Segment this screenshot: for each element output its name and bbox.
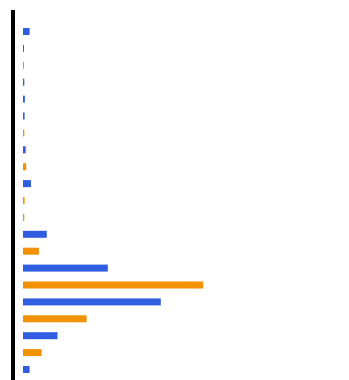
bars-group (23, 28, 204, 373)
bar-series2-row13 (23, 230, 47, 238)
bar-series2-row21 (23, 366, 30, 373)
bar-series2-row8 (23, 146, 26, 154)
bar-series1-row3 (23, 61, 24, 69)
bar-series1-row9 (23, 163, 27, 171)
bar-series1-row14 (23, 247, 39, 255)
bar-series1-row12 (23, 213, 25, 221)
bar-series2-row10 (23, 180, 31, 188)
bar-series1-row18 (23, 315, 87, 323)
bar-series2-row2 (23, 44, 24, 52)
bar-series1-row20 (23, 349, 42, 357)
bar-series2-row5 (23, 95, 25, 103)
bar-series1-row16 (23, 281, 204, 289)
bar-series2-row6 (23, 112, 25, 120)
bar-series2-row17 (23, 298, 161, 306)
bar-series2-row1 (23, 28, 30, 35)
bar-series2-row19 (23, 332, 58, 340)
bar-series1-row11 (23, 197, 25, 204)
bar-series2-row15 (23, 264, 108, 272)
bar-series2-row4 (23, 78, 25, 86)
bar-series1-row7 (23, 129, 25, 137)
